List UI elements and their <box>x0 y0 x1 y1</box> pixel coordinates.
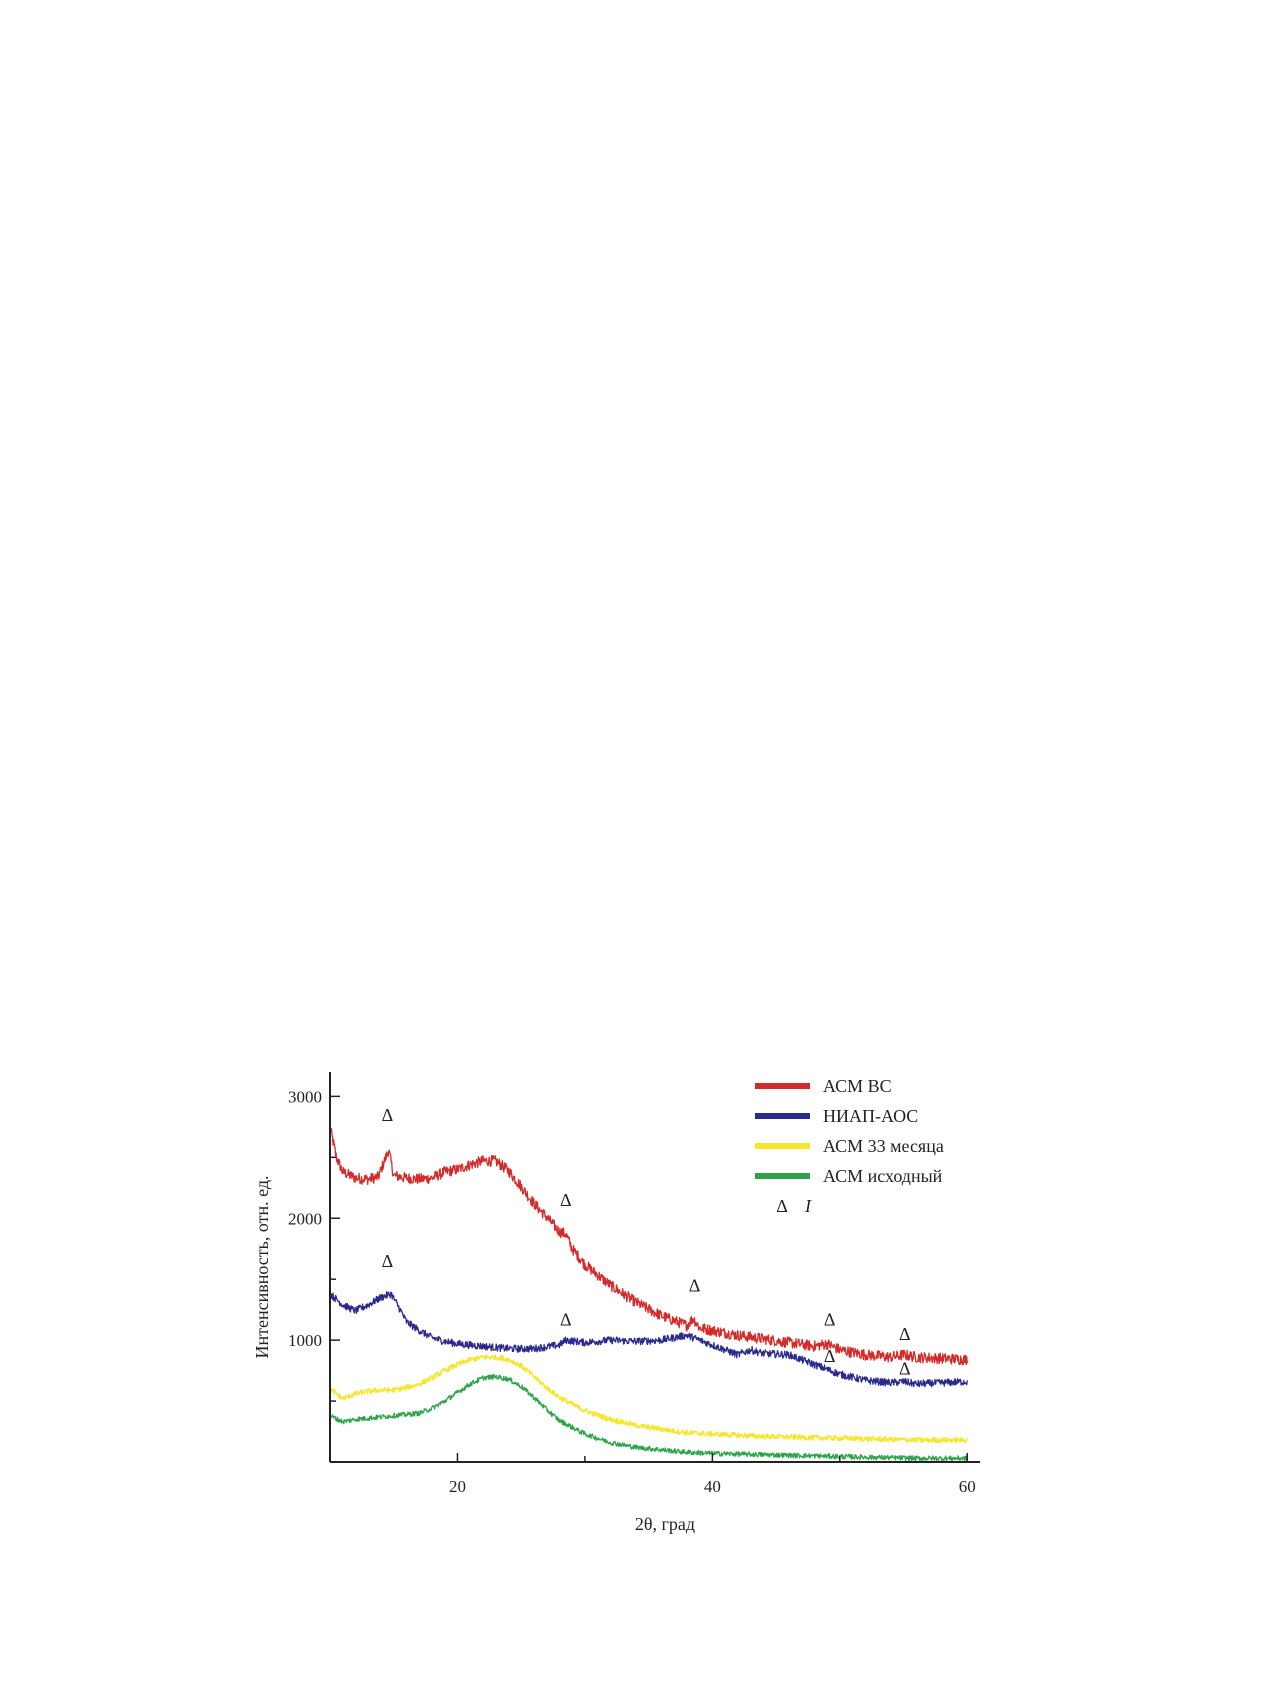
legend-label: АСМ исходный <box>823 1166 943 1186</box>
ticks-layer: 20 40 60 1000 2000 3000 <box>288 1087 976 1496</box>
peak-marker: Δ <box>824 1310 836 1330</box>
peak-marker: Δ <box>899 1358 911 1378</box>
legend-marker-symbol: Δ <box>776 1196 788 1216</box>
legend-label: АСМ 33 месяца <box>823 1136 944 1156</box>
peak-marker: Δ <box>689 1275 701 1295</box>
x-tick-label: 60 <box>959 1477 976 1496</box>
peak-marker: Δ <box>824 1346 836 1366</box>
x-tick-label: 20 <box>449 1477 466 1496</box>
legend-marker-label: I <box>804 1196 812 1216</box>
series-line-4 <box>329 1373 968 1462</box>
y-tick-label: 2000 <box>288 1209 322 1228</box>
legend-label: АСМ ВС <box>823 1076 892 1096</box>
peak-marker: Δ <box>899 1324 911 1344</box>
peak-marker: Δ <box>560 1310 572 1330</box>
x-tick-label: 40 <box>704 1477 721 1496</box>
legend: АСМ ВС НИАП-АОС АСМ 33 месяца АСМ исходный Δ… <box>755 1076 944 1216</box>
y-axis-title: Интенсивность, отн. ед. <box>252 1175 272 1358</box>
series-layer <box>329 1125 968 1462</box>
peak-marker: Δ <box>382 1105 394 1125</box>
peak-marker: Δ <box>560 1190 572 1210</box>
axes-layer <box>329 1072 980 1463</box>
series-line-2 <box>329 1291 968 1388</box>
series-line-3 <box>329 1353 968 1444</box>
y-tick-label: 1000 <box>288 1331 322 1350</box>
y-tick-label: 3000 <box>288 1087 322 1106</box>
x-axis-title: 2θ, град <box>635 1514 695 1534</box>
series-line-1 <box>329 1125 968 1366</box>
peak-marker: Δ <box>382 1251 394 1271</box>
legend-label: НИАП-АОС <box>823 1106 918 1126</box>
